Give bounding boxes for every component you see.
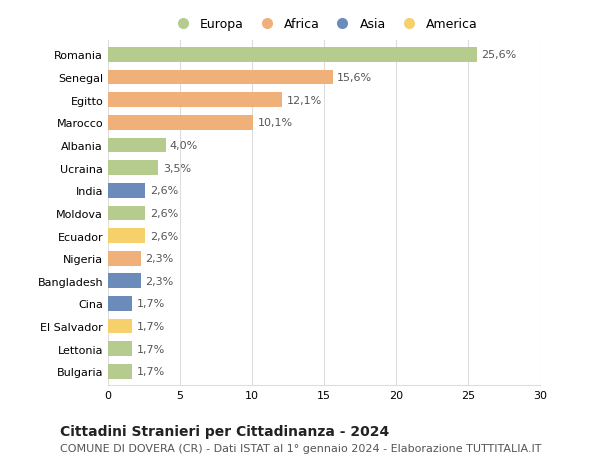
Text: 2,3%: 2,3%	[145, 254, 173, 263]
Text: 2,6%: 2,6%	[150, 186, 178, 196]
Bar	[108, 71, 332, 85]
Bar	[108, 206, 145, 221]
Bar	[108, 251, 141, 266]
Bar	[108, 138, 166, 153]
Text: Cittadini Stranieri per Cittadinanza - 2024: Cittadini Stranieri per Cittadinanza - 2…	[60, 425, 389, 438]
Text: 15,6%: 15,6%	[337, 73, 372, 83]
Text: 1,7%: 1,7%	[137, 321, 165, 331]
Text: 2,6%: 2,6%	[150, 208, 178, 218]
Bar	[108, 48, 476, 62]
Text: 10,1%: 10,1%	[258, 118, 293, 128]
Bar	[108, 161, 158, 176]
Text: 4,0%: 4,0%	[170, 140, 198, 151]
Text: 1,7%: 1,7%	[137, 344, 165, 354]
Text: 12,1%: 12,1%	[287, 95, 322, 106]
Text: 2,3%: 2,3%	[145, 276, 173, 286]
Bar	[108, 184, 145, 198]
Text: 3,5%: 3,5%	[163, 163, 191, 173]
Bar	[108, 93, 282, 108]
Text: 1,7%: 1,7%	[137, 299, 165, 309]
Bar	[108, 297, 133, 311]
Text: COMUNE DI DOVERA (CR) - Dati ISTAT al 1° gennaio 2024 - Elaborazione TUTTITALIA.: COMUNE DI DOVERA (CR) - Dati ISTAT al 1°…	[60, 443, 542, 453]
Text: 1,7%: 1,7%	[137, 367, 165, 376]
Bar	[108, 341, 133, 356]
Bar	[108, 229, 145, 243]
Bar	[108, 116, 253, 130]
Bar	[108, 319, 133, 334]
Text: 2,6%: 2,6%	[150, 231, 178, 241]
Text: 25,6%: 25,6%	[481, 50, 516, 60]
Legend: Europa, Africa, Asia, America: Europa, Africa, Asia, America	[165, 13, 483, 36]
Bar	[108, 364, 133, 379]
Bar	[108, 274, 141, 289]
